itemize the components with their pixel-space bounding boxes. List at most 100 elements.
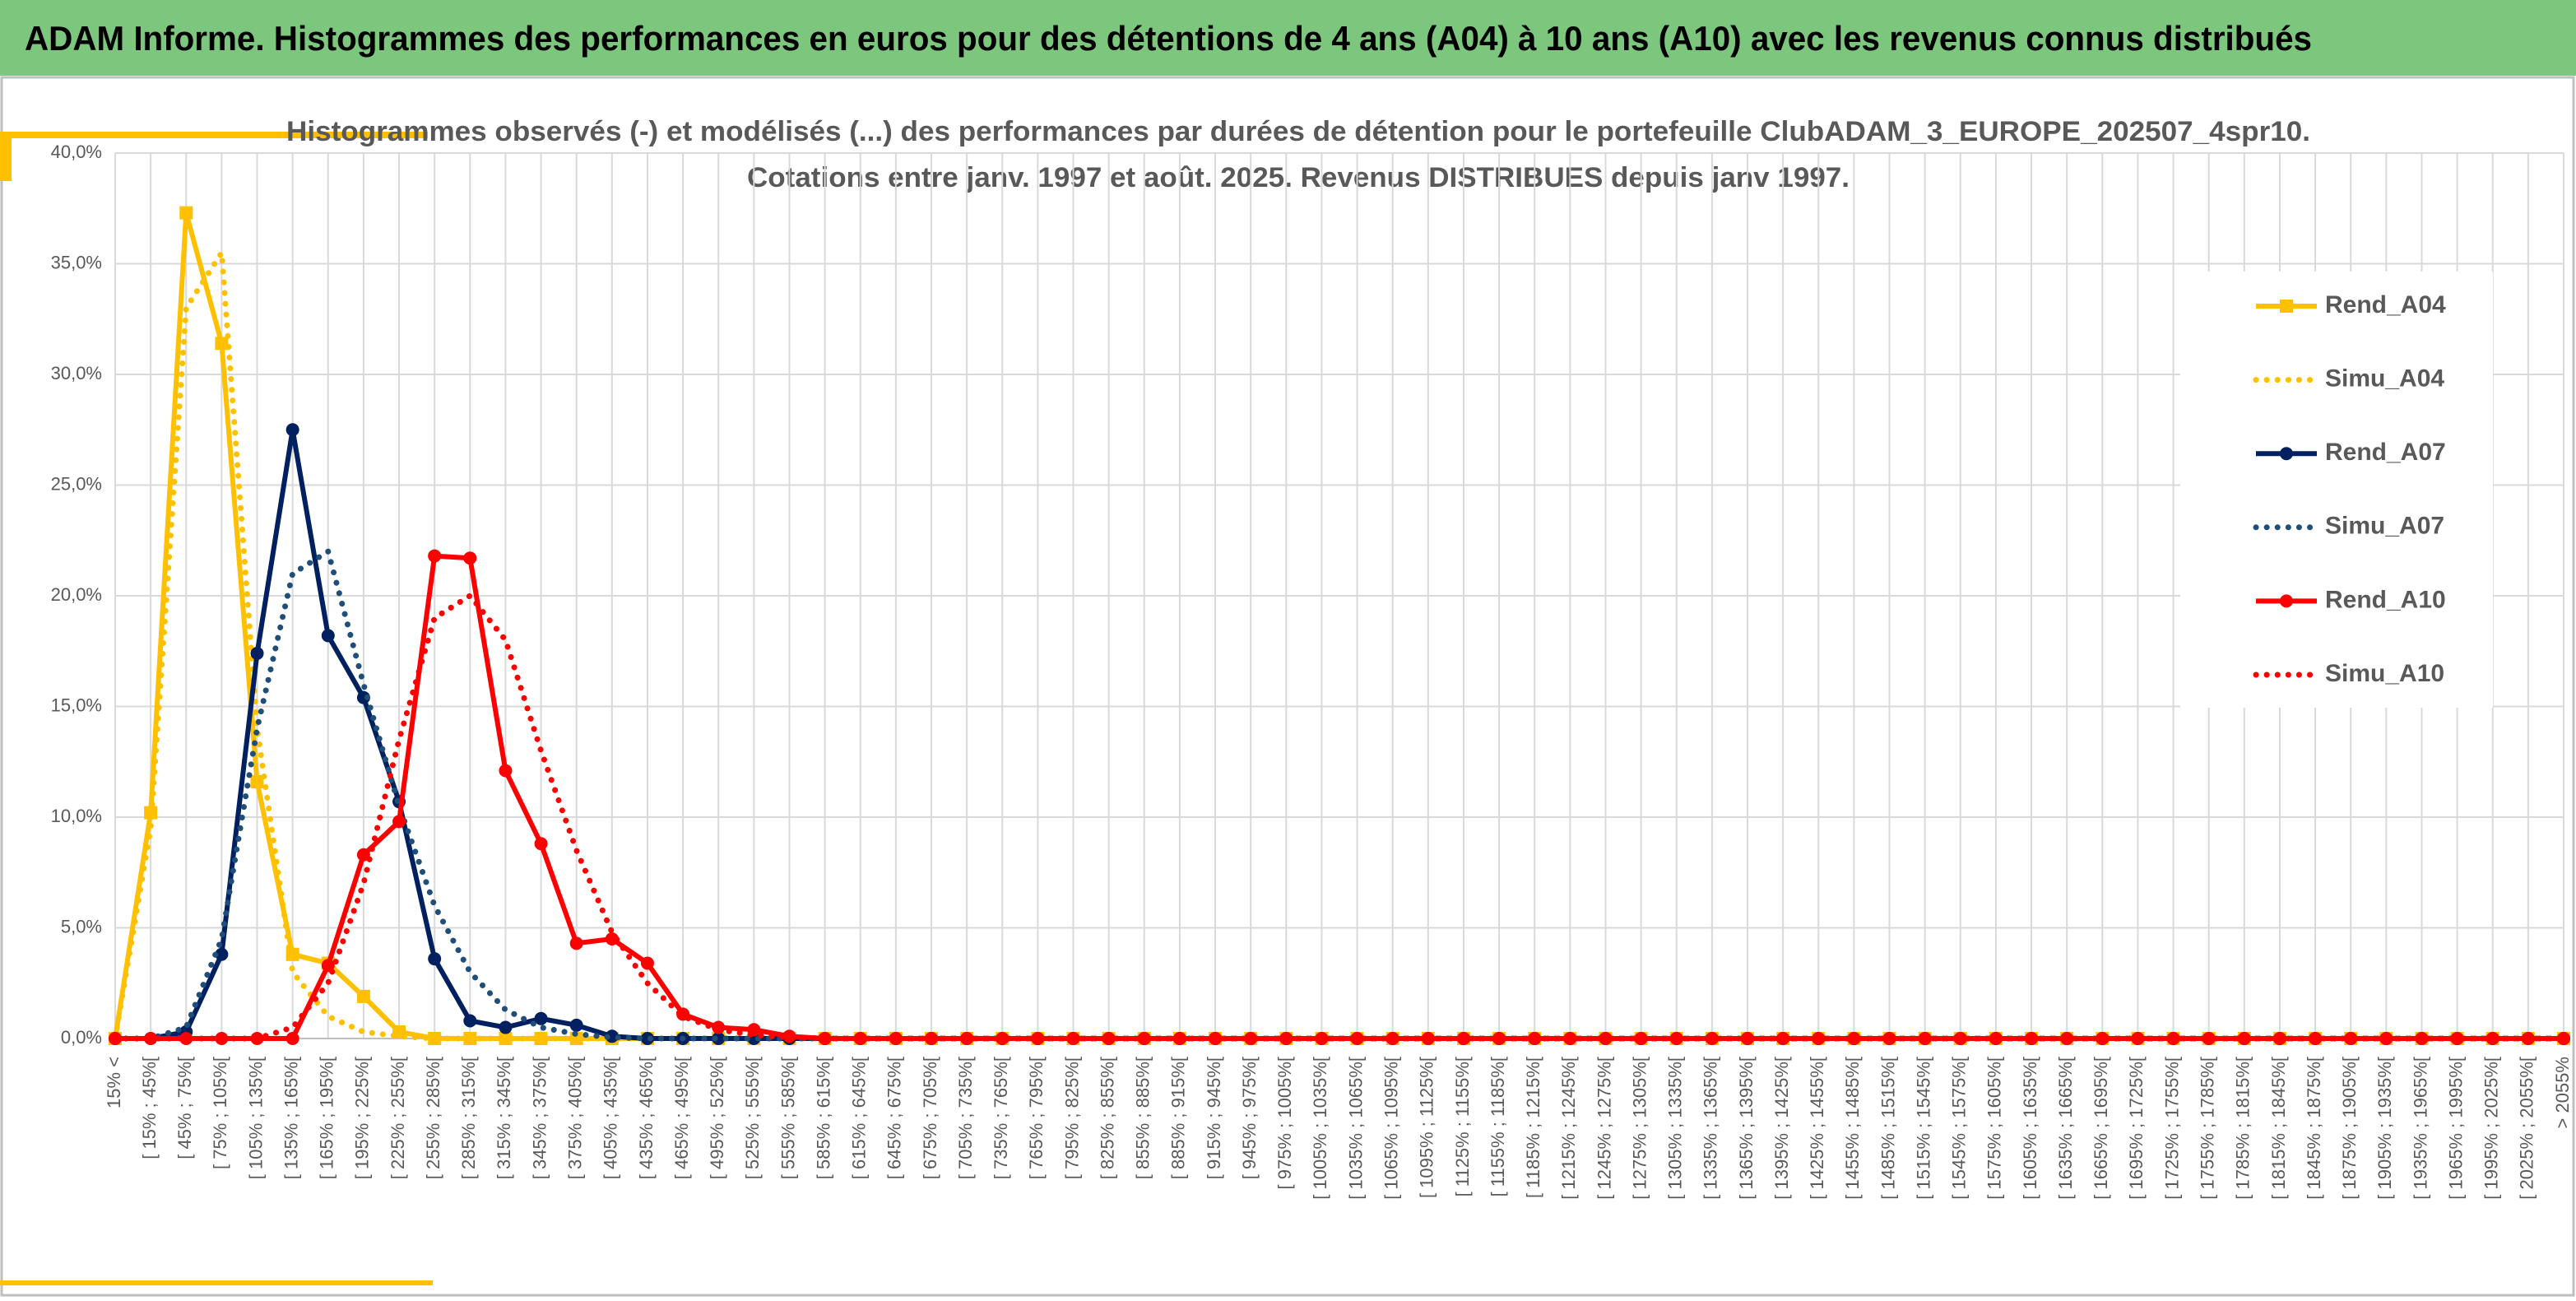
x-tick-label: [ 315% ; 345%[ <box>494 1057 514 1179</box>
x-tick-label: [ 1485% ; 1515%[ <box>1877 1057 1898 1200</box>
marker <box>996 1032 1010 1045</box>
x-tick-label: [ 1125% ; 1155%[ <box>1452 1057 1473 1196</box>
marker <box>463 1014 477 1028</box>
marker <box>321 959 335 973</box>
x-tick-label: [ 585% ; 615%[ <box>813 1057 833 1179</box>
x-tick-label: [ 2025% ; 2055%[ <box>2517 1057 2537 1200</box>
x-tick-label: [ 1845% ; 1875%[ <box>2304 1057 2324 1200</box>
x-tick-label: [ 1425% ; 1455%[ <box>1807 1057 1827 1200</box>
x-tick-label: [ 1695% ; 1725%[ <box>2126 1057 2147 1200</box>
marker <box>1599 1032 1613 1045</box>
x-tick-label: [ 1215% ; 1245%[ <box>1558 1057 1579 1200</box>
x-tick-label: [ 1935% ; 1965%[ <box>2410 1057 2430 1200</box>
marker <box>250 774 264 788</box>
x-tick-label: [ 675% ; 705%[ <box>920 1057 940 1179</box>
x-tick-label: [ 975% ; 1005%[ <box>1274 1057 1295 1189</box>
x-tick-label: [ 75% ; 105%[ <box>210 1057 230 1169</box>
chart-frame <box>0 76 2575 1297</box>
marker <box>1244 1032 1258 1045</box>
legend-label: Rend_A07 <box>2325 439 2446 466</box>
chart-title: Histogrammes observés (-) et modélisés (… <box>286 116 2310 147</box>
x-tick-label: [ 1665% ; 1695%[ <box>2091 1057 2111 1200</box>
marker <box>179 1032 193 1045</box>
x-tick-label: [ 1185% ; 1215%[ <box>1523 1057 1543 1198</box>
legend-box <box>2180 272 2493 708</box>
x-tick-label: 15% < <box>104 1057 124 1108</box>
marker <box>2202 1032 2216 1045</box>
marker <box>2344 1032 2358 1045</box>
marker <box>499 764 513 778</box>
x-tick-label: [ 15% ; 45%[ <box>139 1057 160 1159</box>
x-tick-label: [ 405% ; 435%[ <box>601 1057 621 1179</box>
x-tick-label: [ 855% ; 885%[ <box>1133 1057 1153 1179</box>
marker <box>605 1029 619 1043</box>
marker <box>392 815 406 829</box>
x-tick-label: [ 1515% ; 1545%[ <box>1913 1057 1933 1200</box>
legend-marker <box>2280 594 2293 608</box>
accent <box>0 132 12 181</box>
x-tick-label: [ 555% ; 585%[ <box>777 1057 798 1179</box>
x-tick-label: [ 645% ; 675%[ <box>884 1057 905 1179</box>
marker <box>889 1032 903 1045</box>
x-tick-label: [ 135% ; 165%[ <box>281 1057 301 1179</box>
x-tick-label: [ 1035% ; 1065%[ <box>1345 1057 1366 1200</box>
marker <box>285 423 299 437</box>
x-tick-label: [ 1605% ; 1635%[ <box>2020 1057 2040 1200</box>
x-tick-label: [ 1065% ; 1095%[ <box>1381 1057 1402 1200</box>
x-tick-label: [ 1275% ; 1305%[ <box>1629 1057 1650 1200</box>
x-tick-label: [ 1155% ; 1185%[ <box>1488 1057 1508 1196</box>
marker <box>1031 1032 1045 1045</box>
x-tick-label: [ 285% ; 315%[ <box>458 1057 479 1179</box>
x-tick-label: [ 705% ; 735%[ <box>955 1057 976 1179</box>
x-tick-label: [ 1965% ; 1995%[ <box>2445 1057 2466 1200</box>
y-tick-label: 30,0% <box>51 363 102 383</box>
marker <box>2450 1032 2464 1045</box>
marker <box>215 337 229 351</box>
x-tick-label: [ 1875% ; 1905%[ <box>2339 1057 2360 1200</box>
x-tick-label: [ 735% ; 765%[ <box>991 1057 1011 1179</box>
marker <box>1953 1032 1967 1045</box>
y-tick-label: 25,0% <box>51 473 102 494</box>
chart-subtitle: Cotations entre janv. 1997 et août. 2025… <box>747 162 1850 193</box>
marker <box>356 989 370 1003</box>
marker <box>1350 1032 1364 1045</box>
x-tick-label: [ 1815% ; 1845%[ <box>2268 1057 2289 1200</box>
x-tick-label: [ 1905% ; 1935%[ <box>2374 1057 2395 1200</box>
x-tick-label: [ 1005% ; 1035%[ <box>1310 1057 1330 1200</box>
x-tick-label: [ 1305% ; 1335%[ <box>1665 1057 1686 1200</box>
marker <box>285 1032 299 1045</box>
marker <box>605 932 619 946</box>
x-tick-label: [ 915% ; 945%[ <box>1204 1057 1224 1179</box>
x-tick-label: [ 885% ; 915%[ <box>1168 1057 1189 1179</box>
series-line <box>112 592 2567 1042</box>
marker <box>1385 1032 1399 1045</box>
legend-label: Simu_A07 <box>2325 513 2444 540</box>
marker <box>640 956 654 970</box>
legend-label: Rend_A10 <box>2325 586 2446 613</box>
header-title: ADAM Informe. Histogrammes des performan… <box>25 19 2312 58</box>
marker <box>534 1032 548 1045</box>
marker <box>2485 1032 2499 1045</box>
x-tick-label: [ 1335% ; 1365%[ <box>1701 1057 1721 1200</box>
x-tick-label: [ 375% ; 405%[ <box>565 1057 586 1179</box>
legend-label: Simu_A04 <box>2325 365 2444 393</box>
y-tick-label: 40,0% <box>51 142 102 162</box>
marker <box>428 549 442 563</box>
marker <box>712 1032 726 1045</box>
marker <box>463 551 477 565</box>
marker <box>569 1018 583 1032</box>
marker <box>179 206 193 220</box>
x-tick-label: [ 1365% ; 1395%[ <box>1736 1057 1757 1200</box>
marker <box>1989 1032 2003 1045</box>
x-tick-label: [ 1575% ; 1605%[ <box>1984 1057 2005 1200</box>
x-tick-label: [ 435% ; 465%[ <box>636 1057 657 1179</box>
marker <box>2096 1032 2110 1045</box>
x-tick-label: [ 1245% ; 1275%[ <box>1594 1057 1614 1200</box>
x-tick-label: [ 1395% ; 1425%[ <box>1771 1057 1792 1200</box>
x-tick-label: [ 795% ; 825%[ <box>1061 1057 1082 1179</box>
marker <box>1847 1032 1861 1045</box>
x-tick-label: [ 1725% ; 1755%[ <box>2161 1057 2182 1200</box>
y-tick-label: 10,0% <box>51 806 102 826</box>
x-tick-label: [ 1455% ; 1485%[ <box>1842 1057 1863 1200</box>
marker <box>1882 1032 1896 1045</box>
